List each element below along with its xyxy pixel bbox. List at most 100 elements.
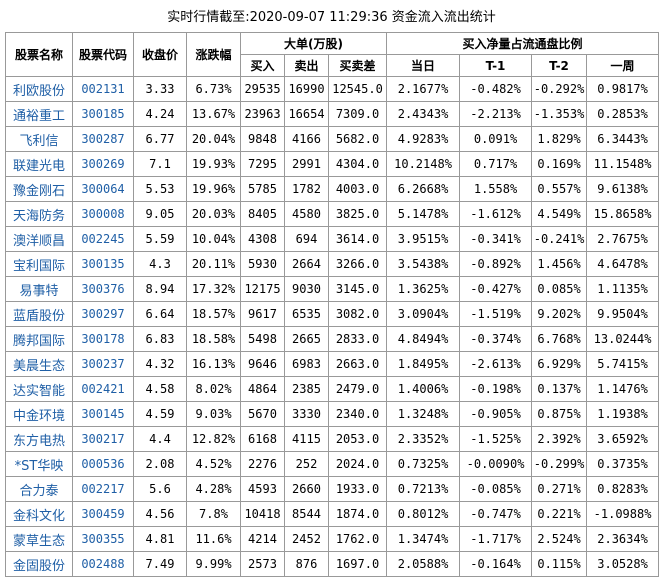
table-cell: 2.3634% (586, 526, 660, 552)
table-cell: 002488 (72, 551, 134, 577)
table-cell: 4.8494% (386, 326, 461, 352)
header-cell: 涨跌幅 (186, 32, 241, 77)
table-cell: 3082.0 (327, 301, 388, 327)
table-cell: -0.241% (531, 226, 588, 252)
table-cell: 5670 (240, 401, 285, 427)
header-cell: 买入 (240, 54, 285, 77)
table-cell: 通裕重工 (5, 101, 73, 127)
table-cell: -0.374% (459, 326, 533, 352)
header-cell: 一周 (586, 54, 660, 77)
table-cell: 3.0528% (586, 551, 660, 577)
table-cell: 3.33 (133, 76, 187, 102)
table-cell: -2.613% (459, 351, 533, 377)
table-cell: 1874.0 (327, 501, 388, 527)
table-cell: 5.59 (133, 226, 187, 252)
table-row: 天海防务 300008 9.05 20.03% 8405 4580 3825.0 5.1478… (5, 201, 660, 227)
table-cell: 豫金刚石 (5, 176, 73, 202)
table-cell: 300008 (72, 201, 134, 227)
table-row: 蓝盾股份 300297 6.64 18.57% 9617 6535 3082.0 3.0904… (5, 301, 660, 327)
table-cell: 19.93% (186, 151, 241, 177)
table-cell: 15.8658% (586, 201, 660, 227)
table-cell: 0.875% (531, 401, 588, 427)
table-cell: 1.1938% (586, 401, 660, 427)
table-cell: -1.612% (459, 201, 533, 227)
table-cell: 11.1548% (586, 151, 660, 177)
table-cell: 3330 (284, 401, 329, 427)
table-cell: 13.67% (186, 101, 241, 127)
table-cell: 13.0244% (586, 326, 660, 352)
table-cell: 0.557% (531, 176, 588, 202)
table-cell: 0.115% (531, 551, 588, 577)
table-cell: 2.7675% (586, 226, 660, 252)
table-cell: 金科文化 (5, 501, 73, 527)
header-cell: 大单(万股) (239, 32, 388, 55)
table-row: 宝利国际 300135 4.3 20.11% 5930 2664 3266.0 3.5438%… (5, 251, 660, 277)
table-cell: 3.0904% (386, 301, 461, 327)
title: 实时行情截至:2020-09-07 11:29:36 资金流入流出统计 (167, 10, 496, 25)
table-cell: 9.03% (186, 401, 241, 427)
table-cell: 飞利信 (5, 126, 73, 152)
table-cell: 6.929% (531, 351, 588, 377)
table-cell: 000536 (72, 451, 134, 477)
table-cell: 1697.0 (327, 551, 388, 577)
table-cell: 694 (284, 226, 329, 252)
table-cell: 8544 (284, 501, 329, 527)
table-cell: 2663.0 (327, 351, 388, 377)
table-cell: 4.24 (133, 101, 187, 127)
table-row: 美晨生态 300237 4.32 16.13% 9646 6983 2663.0 1.8495… (5, 351, 660, 377)
table-cell: 4.59 (133, 401, 187, 427)
table-cell: 11.6% (186, 526, 241, 552)
table-cell: -0.482% (459, 76, 533, 102)
table-cell: 4.81 (133, 526, 187, 552)
table-cell: 1762.0 (327, 526, 388, 552)
table-cell: 7.1 (133, 151, 187, 177)
table-cell: 易事特 (5, 276, 73, 302)
table-cell: 2660 (284, 476, 329, 502)
header-cell: 买卖差 (327, 54, 388, 77)
table-cell: -1.519% (459, 301, 533, 327)
table-cell: 2024.0 (327, 451, 388, 477)
table-cell: 3.6592% (586, 426, 660, 452)
table-row: 中金环境 300145 4.59 9.03% 5670 3330 2340.0 1.3248%… (5, 401, 660, 427)
flow-table: 股票名称 股票代码 收盘价 涨跌幅 大单(万股) 买入净量占流通盘比例 买入 卖出… (5, 32, 660, 577)
table-cell: 宝利国际 (5, 251, 73, 277)
table-cell: 4593 (240, 476, 285, 502)
table-cell: 252 (284, 451, 329, 477)
table-cell: 4115 (284, 426, 329, 452)
table-cell: 6.64 (133, 301, 187, 327)
table-cell: 3.9515% (386, 226, 461, 252)
table-cell: 1.558% (459, 176, 533, 202)
table-cell: 0.2853% (586, 101, 660, 127)
table-cell: 1.8495% (386, 351, 461, 377)
table-cell: 0.717% (459, 151, 533, 177)
table-cell: 9646 (240, 351, 285, 377)
table-cell: 蓝盾股份 (5, 301, 73, 327)
table-cell: 300145 (72, 401, 134, 427)
table-row: 蒙草生态 300355 4.81 11.6% 4214 2452 1762.0 1.3474%… (5, 526, 660, 552)
table-cell: 3145.0 (327, 276, 388, 302)
table-cell: 2.392% (531, 426, 588, 452)
table-cell: 美晨生态 (5, 351, 73, 377)
table-cell: 4.3 (133, 251, 187, 277)
table-cell: 4214 (240, 526, 285, 552)
table-cell: -0.0090% (459, 451, 533, 477)
header-cell: 当日 (386, 54, 461, 77)
table-cell: -1.353% (531, 101, 588, 127)
table-cell: 5.6 (133, 476, 187, 502)
table-cell: 6.83 (133, 326, 187, 352)
table-cell: 腾邦国际 (5, 326, 73, 352)
table-row: 腾邦国际 300178 6.83 18.58% 5498 2665 2833.0 4.8494… (5, 326, 660, 352)
header-cell: 买入净量占流通盘比例 (386, 32, 660, 55)
table-cell: 9030 (284, 276, 329, 302)
table-cell: 0.271% (531, 476, 588, 502)
table-cell: -0.299% (531, 451, 588, 477)
table-cell: 0.169% (531, 151, 588, 177)
table-cell: -0.427% (459, 276, 533, 302)
table-cell: 1.1135% (586, 276, 660, 302)
table-cell: 6.768% (531, 326, 588, 352)
table-cell: -1.525% (459, 426, 533, 452)
table-cell: 1782 (284, 176, 329, 202)
table-cell: 3614.0 (327, 226, 388, 252)
table-cell: 利欧股份 (5, 76, 73, 102)
